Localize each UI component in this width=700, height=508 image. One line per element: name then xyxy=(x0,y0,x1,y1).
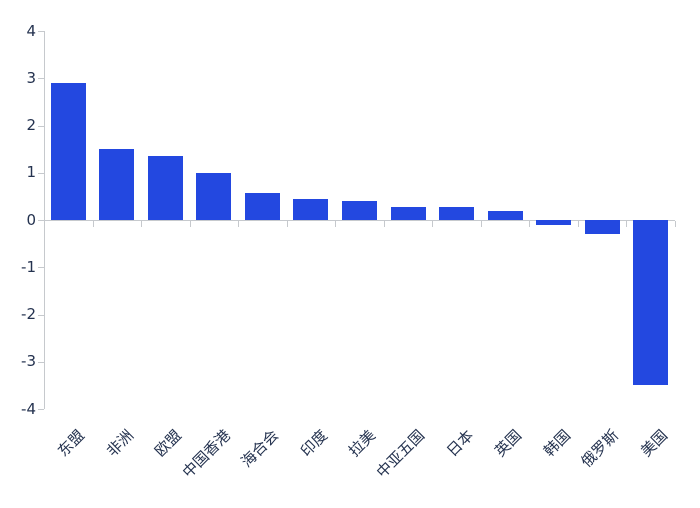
bar-中国香港 xyxy=(196,172,232,220)
x-axis-tick xyxy=(675,221,676,227)
y-axis-tick-label: 0 xyxy=(26,210,36,229)
y-axis-tick-label: -4 xyxy=(21,399,36,418)
x-axis-category-label: 韩国 xyxy=(539,426,574,461)
bar-非洲 xyxy=(99,149,135,220)
x-axis-category-label: 美国 xyxy=(636,426,671,461)
bar-拉美 xyxy=(342,201,377,220)
x-axis-tick xyxy=(335,221,337,227)
x-axis-category-label: 非洲 xyxy=(102,426,137,461)
y-axis-tick-label: -3 xyxy=(21,352,36,371)
y-axis-tick xyxy=(38,409,44,410)
x-axis-tick xyxy=(141,221,143,227)
x-axis-line xyxy=(44,220,675,221)
y-axis-tick-label: 4 xyxy=(26,21,36,40)
x-axis-category-label: 东盟 xyxy=(54,426,89,461)
x-axis-category-label: 拉美 xyxy=(345,426,380,461)
y-axis-tick-label: -1 xyxy=(21,257,36,276)
y-axis-tick xyxy=(38,78,44,80)
y-axis-tick-label: -2 xyxy=(21,305,36,323)
y-axis-tick-label: 1 xyxy=(26,163,36,182)
y-axis-tick xyxy=(38,267,44,269)
y-axis-tick xyxy=(38,172,44,174)
x-axis-tick xyxy=(432,221,434,227)
x-axis-tick xyxy=(189,221,191,227)
x-axis-category-label: 海合会 xyxy=(237,426,283,471)
x-axis-category-label: 欧盟 xyxy=(151,426,186,461)
bar-海合会 xyxy=(244,193,280,220)
x-axis-tick xyxy=(286,221,288,227)
bar-美国 xyxy=(633,220,669,386)
x-axis-category-label: 印度 xyxy=(297,426,331,461)
bar-日本 xyxy=(439,207,475,220)
x-axis-tick xyxy=(480,221,482,227)
bar-印度 xyxy=(293,198,329,220)
y-axis-tick xyxy=(38,314,44,316)
bar-欧盟 xyxy=(147,156,183,220)
x-axis-tick xyxy=(238,221,240,227)
y-axis-tick xyxy=(38,125,44,127)
x-axis-category-label: 日本 xyxy=(442,426,477,461)
bar-中亚五国 xyxy=(390,206,426,220)
bar-英国 xyxy=(487,210,523,220)
y-axis-tick-label: 2 xyxy=(26,116,36,134)
bar-韩国 xyxy=(536,220,572,225)
x-axis-tick xyxy=(529,221,531,227)
x-axis-category-label: 英国 xyxy=(491,426,526,461)
x-axis-category-label: 中国香港 xyxy=(178,426,234,482)
x-axis-category-label: 俄罗斯 xyxy=(577,426,623,471)
y-axis-tick-label: 3 xyxy=(26,68,36,87)
bar-东盟 xyxy=(50,82,86,220)
x-axis-tick xyxy=(626,221,628,227)
x-axis-tick xyxy=(92,221,94,227)
y-axis-tick xyxy=(38,31,44,32)
bar-俄罗斯 xyxy=(584,220,620,235)
x-axis-tick xyxy=(577,221,579,227)
y-axis-tick xyxy=(38,220,44,221)
x-axis-category-label: 中亚五国 xyxy=(372,426,429,482)
y-axis-tick xyxy=(38,361,44,363)
x-axis-tick xyxy=(383,221,385,227)
